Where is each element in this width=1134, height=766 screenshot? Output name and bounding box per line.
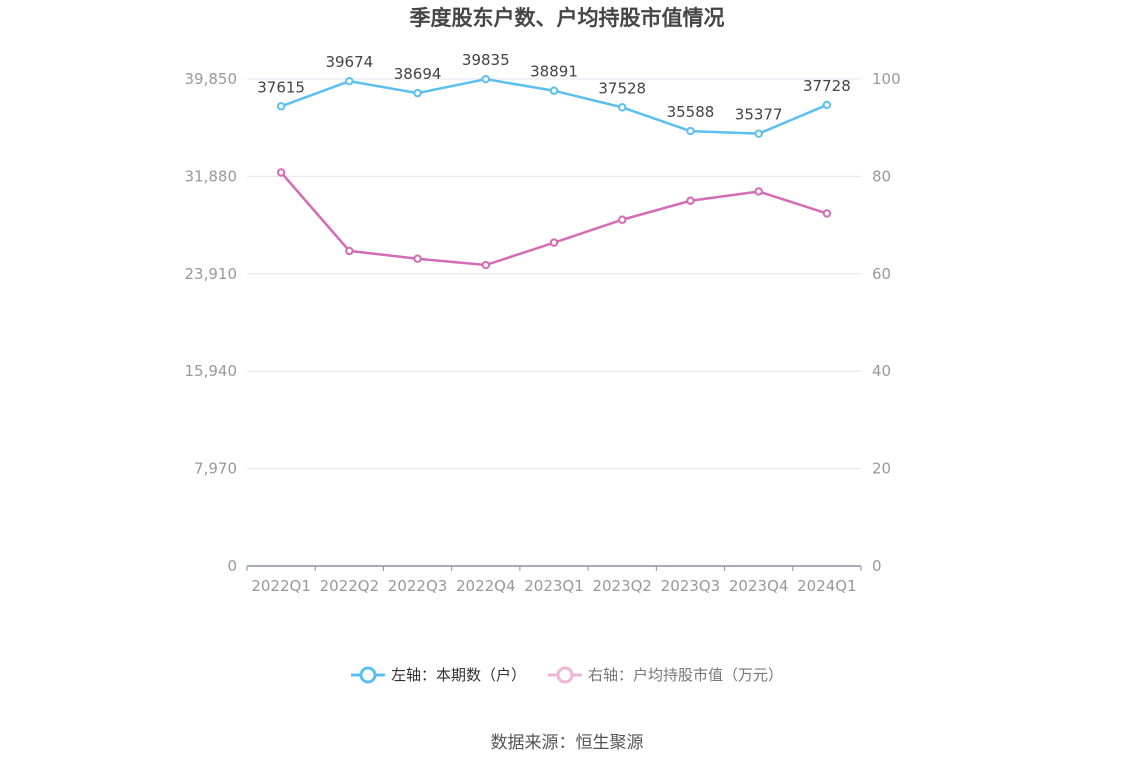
left-axis-tick-label: 0 xyxy=(227,557,237,575)
x-axis-tick-label: 2023Q1 xyxy=(524,577,584,595)
x-axis-tick-label: 2023Q2 xyxy=(592,577,652,595)
data-point-left[interactable] xyxy=(481,74,490,84)
data-point-left[interactable] xyxy=(686,126,695,136)
legend-label-left-series: 左轴：本期数（户） xyxy=(390,666,526,684)
legend-item-right-series[interactable]: 右轴：户均持股市值（万元） xyxy=(548,664,783,685)
x-axis-tick-label: 2022Q3 xyxy=(388,577,448,595)
x-axis-tick-label: 2022Q1 xyxy=(251,577,311,595)
data-point-right[interactable] xyxy=(754,187,763,196)
data-point-left[interactable] xyxy=(822,100,832,110)
data-labels: 37615 39674 38694 39835 38891 37528 35588 35377… xyxy=(257,51,850,123)
data-point-right[interactable] xyxy=(481,260,490,270)
x-axis-tick-label: 2023Q3 xyxy=(661,577,721,595)
data-point-right[interactable] xyxy=(276,168,286,177)
chart-title: 季度股东户数、户均持股市值情况 xyxy=(409,6,725,30)
right-axis-tick-label: 60 xyxy=(872,265,891,283)
data-point-left[interactable] xyxy=(754,129,763,138)
data-point-right[interactable] xyxy=(618,215,627,224)
left-axis-tick-label: 23,910 xyxy=(185,265,238,283)
data-point-left[interactable] xyxy=(549,86,559,95)
legend-item-left-series[interactable]: 左轴：本期数（户） xyxy=(350,664,526,685)
grid-lines xyxy=(247,78,861,470)
source-note: 数据来源：恒生聚源 xyxy=(490,733,644,753)
data-point-left[interactable] xyxy=(413,88,422,98)
right-axis-tick-label: 20 xyxy=(872,460,891,478)
left-axis-tick-label: 31,880 xyxy=(185,167,238,185)
x-axis-tick-label: 2022Q4 xyxy=(456,577,516,595)
right-axis-tick-label: 40 xyxy=(872,362,891,380)
data-point-right[interactable] xyxy=(413,254,422,263)
legend-circle-icon xyxy=(548,666,582,683)
data-point-left[interactable] xyxy=(345,76,354,86)
series-lines xyxy=(276,74,832,270)
data-point-left[interactable] xyxy=(618,103,627,112)
data-label: 35377 xyxy=(735,106,783,124)
x-axis-tick-label: 2022Q2 xyxy=(320,577,380,595)
data-label: 37728 xyxy=(803,77,851,95)
data-label: 38891 xyxy=(530,63,578,81)
x-axis-tick-label: 2024Q1 xyxy=(797,577,857,595)
data-label: 38694 xyxy=(394,65,442,83)
data-label: 39674 xyxy=(325,53,373,71)
data-point-right[interactable] xyxy=(345,246,354,256)
series-line-right xyxy=(280,171,828,267)
data-point-right[interactable] xyxy=(686,196,695,205)
legend-label-right-series: 右轴：户均持股市值（万元） xyxy=(588,666,784,684)
data-label: 35588 xyxy=(667,103,715,121)
data-point-right[interactable] xyxy=(822,209,832,218)
legend: 左轴：本期数（户） 右轴：户均持股市值（万元） xyxy=(0,664,1134,685)
data-label: 39835 xyxy=(462,51,510,69)
left-axis-tick-label: 15,940 xyxy=(185,362,238,380)
data-label: 37528 xyxy=(598,79,646,97)
legend-circle-icon xyxy=(350,666,385,683)
right-axis-tick-label: 0 xyxy=(872,557,882,575)
axes: 0 0 7,970 20 15,940 40 23,910 60 31,880 80 39,850 1… xyxy=(185,70,901,595)
x-axis-tick-label: 2023Q4 xyxy=(729,577,789,595)
left-axis-tick-label: 39,850 xyxy=(185,70,238,88)
right-axis-tick-label: 100 xyxy=(872,70,901,88)
data-label: 37615 xyxy=(257,78,305,96)
data-point-left[interactable] xyxy=(276,102,286,111)
right-axis-tick-label: 80 xyxy=(872,167,891,185)
data-point-right[interactable] xyxy=(549,238,559,247)
left-axis-tick-label: 7,970 xyxy=(194,460,237,478)
